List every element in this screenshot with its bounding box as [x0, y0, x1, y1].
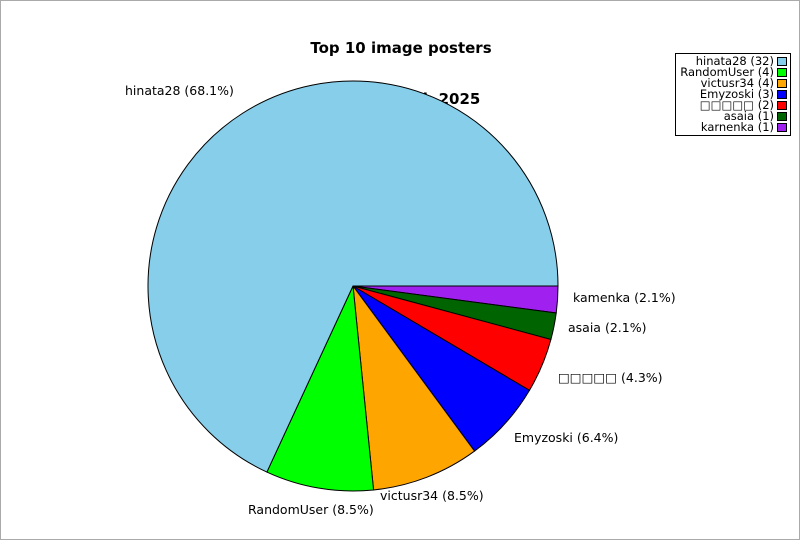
- legend-item: □□□□□ (2): [680, 98, 787, 112]
- legend-item: karnenka (1): [680, 120, 787, 134]
- legend-color-swatch: [777, 79, 787, 88]
- pie-slice-victusr34[interactable]: victusr34 (8.5%): [352, 284, 476, 491]
- legend-item: hinata28 (32): [680, 54, 787, 68]
- slice-label-tofu: □□□□□ (4.3%): [558, 370, 663, 385]
- legend-item: victusr34 (4): [680, 76, 787, 90]
- legend-color-swatch: [777, 101, 787, 110]
- title-line-1: Top 10 image posters: [310, 39, 492, 57]
- slice-label-emyzoski: Emyzoski (6.4%): [514, 430, 619, 445]
- pie-slices-group: kamenka (2.1%)asaia (2.1%)□□□□□ (4.3%)Em…: [147, 80, 559, 492]
- legend-item-label: RandomUser (4): [680, 65, 774, 79]
- legend-item-label: karnenka (1): [700, 120, 774, 134]
- slice-label-victusr34: victusr34 (8.5%): [380, 488, 484, 503]
- legend-color-swatch: [777, 112, 787, 121]
- legend: hinata28 (32) RandomUser (4) victusr34 (4)…: [675, 53, 791, 136]
- legend-color-swatch: [777, 68, 787, 77]
- legend-item-label: Emyzoski (3): [699, 87, 774, 101]
- legend-item: Emyzoski (3): [680, 87, 787, 101]
- legend-item-label: victusr34 (4): [700, 76, 774, 90]
- pie-slice-randomuser[interactable]: RandomUser (8.5%): [266, 284, 375, 492]
- slice-label-asaia: asaia (2.1%): [568, 320, 647, 335]
- legend-item: asaia (1): [680, 109, 787, 123]
- legend-item-label: asaia (1): [723, 109, 774, 123]
- legend-item-label: □□□□□ (2): [699, 98, 774, 112]
- legend-item-label: hinata28 (32): [695, 54, 774, 68]
- slice-label-hinata28: hinata28 (68.1%): [125, 83, 234, 98]
- legend-color-swatch: [777, 90, 787, 99]
- legend-color-swatch: [777, 123, 787, 132]
- slice-label-kamenka: kamenka (2.1%): [573, 290, 676, 305]
- pie-slice-hinata28[interactable]: hinata28 (68.1%): [147, 80, 559, 473]
- legend-color-swatch: [777, 57, 787, 66]
- slice-label-randomuser: RandomUser (8.5%): [248, 502, 374, 517]
- legend-item: RandomUser (4): [680, 65, 787, 79]
